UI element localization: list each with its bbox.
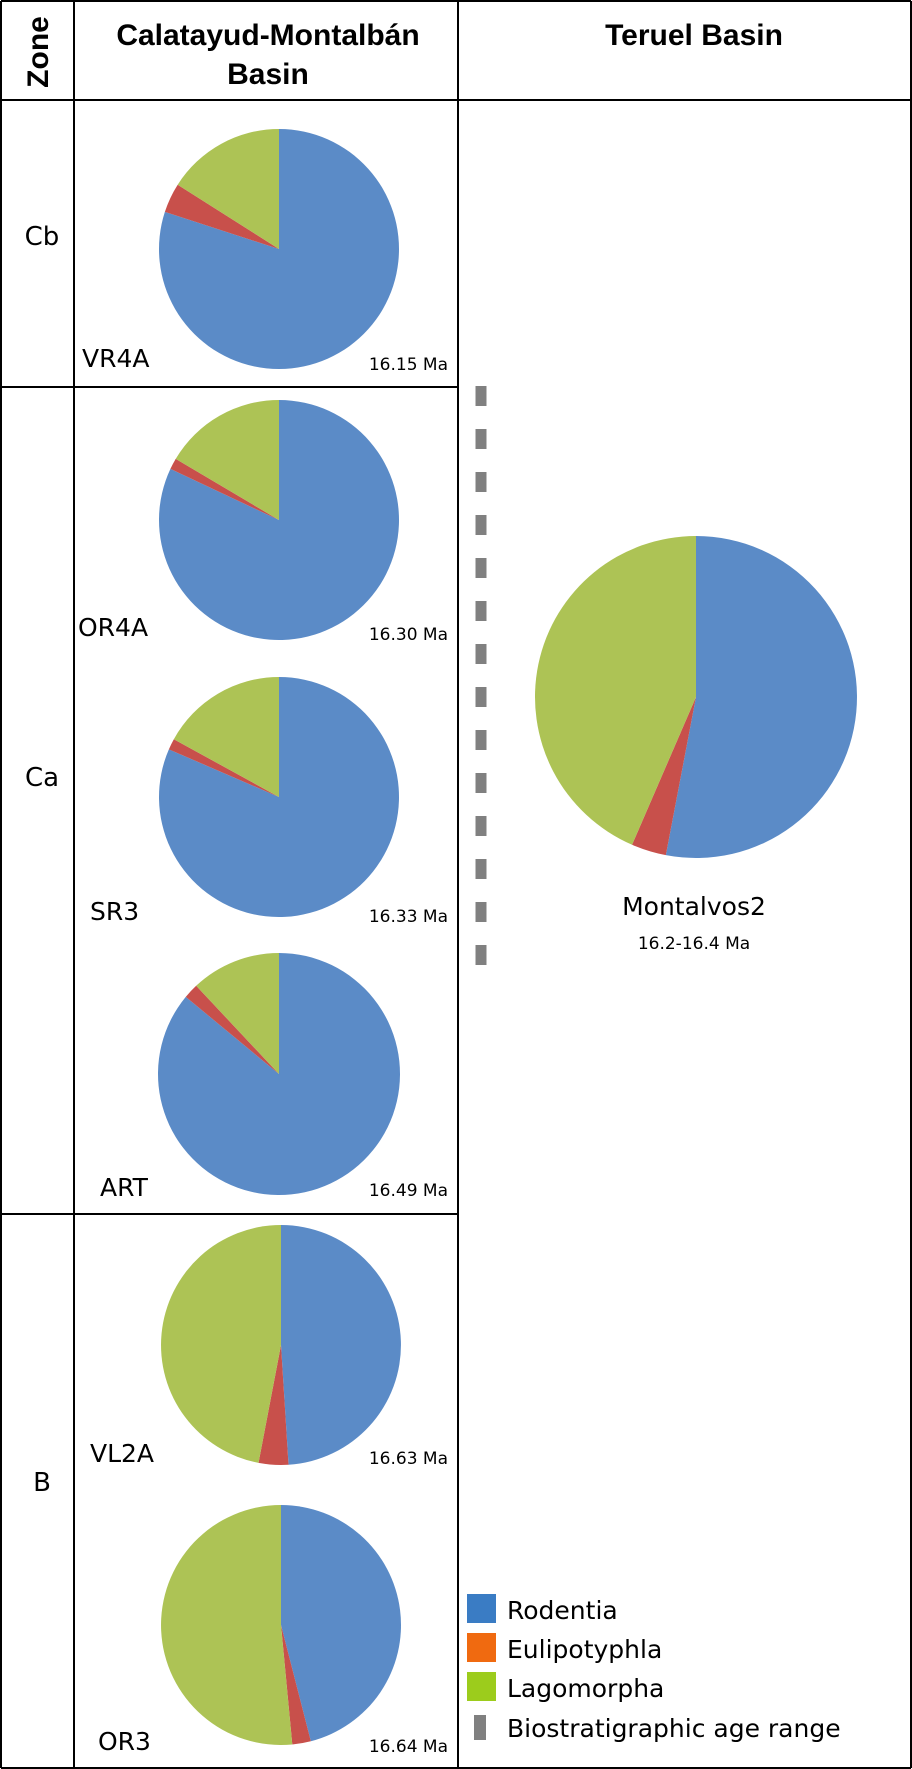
pie-slice-art-rodentia xyxy=(158,953,401,1195)
pie-slice-or4a-eulipotyphla xyxy=(170,458,279,520)
pie-slice-vl2a-rodentia xyxy=(281,1225,401,1465)
legend-label-range: Biostratigraphic age range xyxy=(507,1714,841,1743)
pie-slice-sr3-lagomorpha xyxy=(173,677,279,797)
legend-label-rodentia: Rodentia xyxy=(507,1596,618,1625)
pie-slice-vl2a-eulipotyphla xyxy=(258,1345,289,1465)
pie-slice-montalvos2-lagomorpha xyxy=(534,536,696,845)
legend-swatch-range xyxy=(474,1715,486,1740)
age-label-vl2a: 16.63 Ma xyxy=(369,1449,448,1469)
pie-slice-sr3-eulipotyphla xyxy=(168,739,279,797)
age-label-montalvos2: 16.2-16.4 Ma xyxy=(638,934,750,954)
pie-slice-or3-eulipotyphla xyxy=(281,1625,311,1745)
site-label-vr4a: VR4A xyxy=(82,344,149,373)
pie-slice-vr4a-lagomorpha xyxy=(177,129,279,249)
zone-label-cb: Cb xyxy=(25,222,60,252)
basin2-header: Teruel Basin xyxy=(605,19,783,52)
age-label-or3: 16.64 Ma xyxy=(369,1737,448,1757)
legend-swatch-eulipotyphla xyxy=(467,1633,496,1662)
legend-swatch-lagomorpha xyxy=(467,1672,496,1701)
site-label-art: ART xyxy=(100,1173,149,1202)
pie-slice-montalvos2-rodentia xyxy=(665,536,857,859)
zone-label-ca: Ca xyxy=(25,763,59,793)
zone-header: Zone xyxy=(22,16,55,88)
site-label-montalvos2: Montalvos2 xyxy=(622,892,766,921)
basin1-header-line2: Basin xyxy=(227,58,309,91)
pie-slice-or4a-lagomorpha xyxy=(175,400,279,520)
pie-slice-art-eulipotyphla xyxy=(185,985,279,1074)
pie-slice-montalvos2-eulipotyphla xyxy=(632,697,696,856)
legend: Rodentia Eulipotyphla Lagomorpha Biostra… xyxy=(467,1594,841,1743)
age-label-or4a: 16.30 Ma xyxy=(369,625,448,645)
age-label-sr3: 16.33 Ma xyxy=(369,907,448,927)
pie-slice-vr4a-eulipotyphla xyxy=(164,184,279,249)
legend-label-lagomorpha: Lagomorpha xyxy=(507,1674,664,1703)
pie-slice-vl2a-lagomorpha xyxy=(161,1225,281,1463)
basin1-header-line1: Calatayud-Montalbán xyxy=(116,19,419,52)
site-label-or4a: OR4A xyxy=(78,613,148,642)
pie-slice-art-lagomorpha xyxy=(196,953,279,1074)
age-label-vr4a: 16.15 Ma xyxy=(369,355,448,375)
pie-slice-or4a-rodentia xyxy=(159,400,400,640)
pie-slice-sr3-rodentia xyxy=(158,677,399,918)
legend-swatch-rodentia xyxy=(467,1594,496,1623)
pie-slice-vr4a-rodentia xyxy=(158,129,399,369)
age-label-art: 16.49 Ma xyxy=(369,1181,448,1201)
pies-layer xyxy=(158,129,857,1745)
zone-label-b: B xyxy=(33,1468,51,1498)
site-label-sr3: SR3 xyxy=(90,897,139,926)
pie-slice-or3-lagomorpha xyxy=(161,1505,293,1745)
site-label-vl2a: VL2A xyxy=(90,1439,154,1468)
pie-slice-or3-rodentia xyxy=(281,1505,401,1742)
legend-label-eulipotyphla: Eulipotyphla xyxy=(507,1635,662,1664)
site-label-or3: OR3 xyxy=(98,1727,151,1756)
